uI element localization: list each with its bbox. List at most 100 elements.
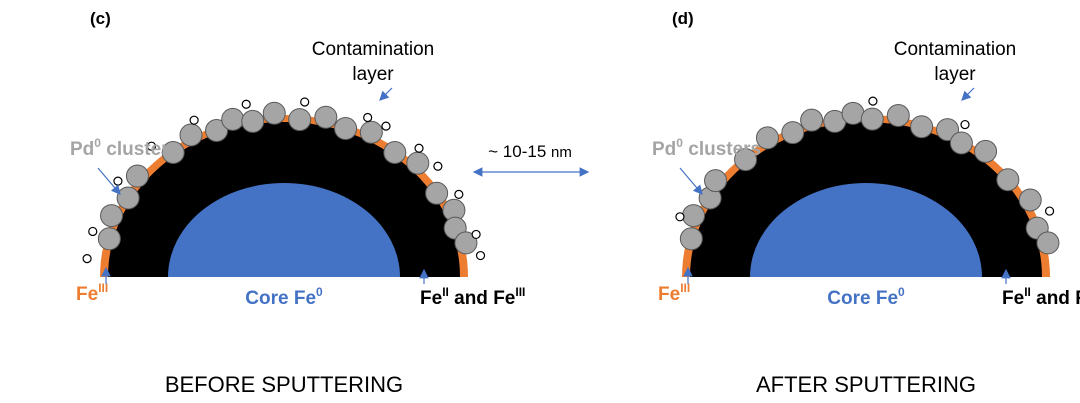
pd-cluster — [1018, 188, 1042, 212]
pd-cluster — [996, 168, 1020, 192]
mixed-c: and Fe — [449, 288, 516, 309]
contamination-label: layer — [934, 64, 976, 85]
core-sup: 0 — [898, 285, 905, 299]
pd-cluster — [974, 139, 998, 163]
pd-cluster — [734, 148, 758, 172]
core-base: Core Fe — [827, 288, 898, 309]
contaminant — [454, 189, 464, 199]
pd-cluster — [704, 169, 728, 193]
pd-cluster — [125, 164, 149, 188]
mixed-label: FeII and FeIII — [1002, 285, 1080, 309]
pointer — [97, 167, 121, 195]
fe3-label: FeIII — [658, 281, 690, 305]
core — [168, 183, 400, 277]
pd-cluster — [179, 123, 203, 147]
fe3-label: FeIII — [76, 281, 108, 305]
pd-cluster — [359, 120, 383, 144]
pd-cluster — [314, 105, 338, 129]
pd-sup: 0 — [676, 136, 683, 150]
contaminant — [241, 99, 251, 109]
contaminant — [433, 161, 443, 171]
pd-cluster — [781, 121, 805, 145]
panel-label: (c) — [90, 9, 111, 28]
pd-cluster — [682, 204, 706, 228]
contaminant — [675, 212, 685, 222]
pd-rest: clusters — [101, 139, 179, 160]
pd-label: Pd0 clusters — [70, 136, 179, 160]
caption: AFTER SPUTTERING — [756, 372, 976, 397]
pd-cluster — [205, 119, 229, 143]
mixed-a: Fe — [1002, 288, 1024, 309]
pd-base: Pd — [652, 139, 676, 160]
contaminant — [960, 119, 970, 130]
core — [750, 183, 982, 277]
scale-unit: nm — [551, 144, 572, 161]
contamination-label: Contamination — [312, 39, 435, 60]
contaminant — [300, 97, 310, 107]
contaminant — [363, 112, 373, 123]
pd-cluster — [288, 108, 312, 132]
pd-cluster — [910, 115, 934, 139]
pd-rest: clusters — [683, 139, 761, 160]
pd-sup: 0 — [94, 136, 101, 150]
core-base: Core Fe — [245, 288, 316, 309]
pd-cluster — [241, 109, 265, 133]
pd-cluster — [454, 231, 478, 255]
mixed-b: II — [1024, 285, 1031, 299]
contaminant — [88, 226, 98, 237]
pd-cluster — [221, 107, 245, 131]
core-label: Core Fe0 — [827, 285, 905, 309]
pd-cluster — [755, 126, 779, 150]
pd-cluster — [425, 181, 449, 205]
pd-cluster — [383, 140, 407, 164]
pd-label: Pd0 clusters — [652, 136, 761, 160]
contaminant — [471, 229, 481, 240]
contaminant — [113, 176, 123, 186]
contaminant — [82, 254, 92, 264]
mixed-b: II — [442, 285, 449, 299]
pd-base: Pd — [70, 139, 94, 160]
contamination-label: Contamination — [894, 39, 1017, 60]
pd-cluster — [949, 131, 973, 155]
pd-cluster — [679, 227, 703, 251]
panel-label: (d) — [672, 9, 694, 28]
pd-cluster — [841, 101, 865, 125]
pd-cluster — [100, 204, 124, 228]
mixed-c: and Fe — [1031, 288, 1080, 309]
core-label: Core Fe0 — [245, 285, 323, 309]
pd-cluster — [116, 186, 140, 210]
contaminant — [189, 115, 199, 125]
contaminant — [414, 143, 424, 153]
fe3-sup: III — [680, 281, 690, 295]
pd-cluster — [886, 103, 910, 127]
pd-cluster — [800, 108, 824, 132]
fe3-sup: III — [98, 281, 108, 295]
contaminant — [1044, 206, 1055, 216]
contaminant — [475, 250, 486, 261]
core-sup: 0 — [316, 285, 323, 299]
contaminant — [381, 121, 391, 131]
contaminant — [146, 141, 157, 151]
fe3-base: Fe — [76, 284, 98, 305]
fe3-base: Fe — [658, 284, 680, 305]
mixed-a: Fe — [420, 288, 442, 309]
mixed-label: FeII and FeIII — [420, 285, 525, 309]
pd-cluster — [262, 101, 286, 125]
pointer — [961, 87, 975, 101]
caption: BEFORE SPUTTERING — [165, 372, 403, 397]
pd-cluster — [97, 227, 121, 251]
pd-cluster — [1036, 231, 1060, 255]
pd-cluster — [334, 117, 358, 141]
pd-cluster — [161, 140, 185, 164]
scale-text: ~ 10-15 — [488, 142, 551, 161]
mixed-d: III — [515, 285, 525, 299]
pd-cluster — [860, 107, 884, 131]
pd-cluster — [406, 151, 430, 175]
contaminant — [868, 96, 878, 106]
scale-label: ~ 10-15 nm — [488, 142, 572, 161]
pointer — [679, 167, 703, 195]
pd-cluster — [936, 118, 960, 142]
